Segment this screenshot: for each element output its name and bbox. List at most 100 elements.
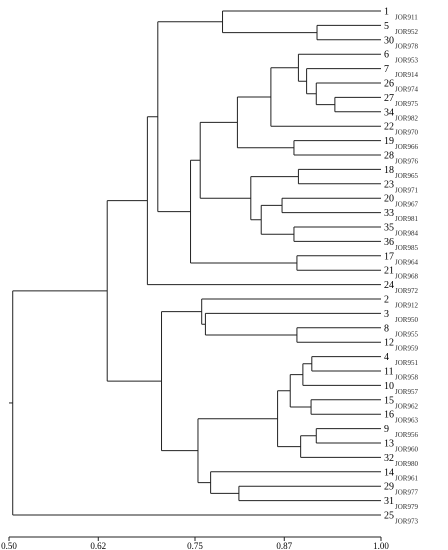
leaf-number: 19 xyxy=(384,136,394,147)
leaf-name: JOR970 xyxy=(395,129,418,137)
leaf-name: JOR964 xyxy=(395,258,418,266)
leaf-label: 20 JOR967 xyxy=(384,194,418,209)
leaf-label: 14 JOR961 xyxy=(384,467,418,482)
leaf-number: 3 xyxy=(384,309,389,320)
x-tick-label: 0.75 xyxy=(187,541,203,550)
leaf-label: 31 JOR979 xyxy=(384,496,418,511)
leaf-name: JOR951 xyxy=(395,359,418,367)
leaf-number: 12 xyxy=(384,338,394,349)
branch-c6_36 xyxy=(199,121,251,199)
leaf-name: JOR959 xyxy=(395,345,418,353)
leaf-number: 26 xyxy=(384,79,394,90)
branch-c26_27_34 xyxy=(315,82,381,106)
leaf-number: 33 xyxy=(384,208,394,219)
leaf-label: 34 JOR982 xyxy=(384,107,418,122)
branch-c4_31 xyxy=(197,418,278,484)
leaf-name: JOR953 xyxy=(395,57,418,65)
leaf-number: 9 xyxy=(384,424,389,435)
leaf-number: 14 xyxy=(384,467,394,478)
leaf-name: JOR977 xyxy=(395,489,418,497)
branch-c4_16 xyxy=(289,374,312,408)
leaf-label: 21 JOR968 xyxy=(384,266,418,281)
leaf-label: 8 JOR955 xyxy=(384,323,418,338)
leaf-name: JOR976 xyxy=(395,158,418,166)
leaf-number: 2 xyxy=(384,295,389,306)
x-tick-label: 0.87 xyxy=(276,541,292,550)
leaf-name: JOR968 xyxy=(395,273,418,281)
leaf-number: 31 xyxy=(384,496,394,507)
dendrogram-branches xyxy=(9,10,381,516)
leaf-name: JOR956 xyxy=(395,431,418,439)
leaf-number: 32 xyxy=(384,453,394,464)
branch-c15_16 xyxy=(310,399,381,415)
leaf-label: 30 JOR978 xyxy=(384,35,418,50)
branch-c1_31 xyxy=(106,200,162,382)
leaf-number: 22 xyxy=(384,122,394,133)
branch-c18_23 xyxy=(297,168,381,185)
branch-c4_32 xyxy=(277,390,301,448)
leaf-number: 16 xyxy=(384,410,394,421)
leaf-number: 23 xyxy=(384,179,394,190)
branch-c9_32 xyxy=(300,435,381,458)
x-axis: 0.50 0.62 0.75 0.87 1.00 xyxy=(1,536,389,550)
leaf-name: JOR950 xyxy=(395,316,418,324)
leaf-number: 27 xyxy=(384,93,394,104)
leaf-label: 4 JOR951 xyxy=(384,352,418,367)
x-tick-label: 0.62 xyxy=(90,541,106,550)
x-tick-label: 0.50 xyxy=(1,541,17,550)
leaf-number: 15 xyxy=(384,395,394,406)
leaf-name: JOR962 xyxy=(395,402,418,410)
leaf-number: 34 xyxy=(384,107,394,118)
branch-c19_28 xyxy=(293,140,381,156)
leaf-number: 17 xyxy=(384,251,394,262)
leaf-label: 7 JOR914 xyxy=(384,64,418,79)
leaf-label: 35 JOR984 xyxy=(384,223,418,238)
branch-c6_21 xyxy=(190,159,297,264)
branch-c20_33 xyxy=(281,197,381,214)
branch-c35_36 xyxy=(293,226,381,242)
branch-c6_7 xyxy=(297,53,381,82)
leaf-name: JOR966 xyxy=(395,143,418,151)
leaf-name: JOR952 xyxy=(395,28,418,36)
leaf-number: 36 xyxy=(384,237,394,248)
branch-c4_10 xyxy=(302,363,381,386)
branch-c14_31 xyxy=(210,471,381,494)
leaf-label: 17 JOR964 xyxy=(384,251,418,266)
branch-c1_24 xyxy=(146,116,381,286)
leaf-label: 24 JOR972 xyxy=(384,280,418,295)
leaf-label: 19 JOR966 xyxy=(384,136,418,151)
leaf-name: JOR967 xyxy=(395,201,418,209)
leaf-label: 15 JOR962 xyxy=(384,395,418,410)
leaf-label: 12 JOR959 xyxy=(384,338,418,353)
leaf-label: 27 JOR975 xyxy=(384,93,418,108)
leaf-label: 6 JOR953 xyxy=(384,50,418,65)
leaf-number: 10 xyxy=(384,381,394,392)
leaf-number: 4 xyxy=(384,352,389,363)
leaf-label: 11 JOR958 xyxy=(384,367,418,382)
leaf-name: JOR957 xyxy=(395,388,418,396)
leaf-name: JOR975 xyxy=(395,100,418,108)
leaf-label: 32 JOR980 xyxy=(384,453,418,468)
leaf-name: JOR965 xyxy=(395,172,418,180)
branch-c4_11 xyxy=(311,356,381,372)
leaf-name: JOR911 xyxy=(395,14,418,22)
leaf-number: 7 xyxy=(384,64,389,75)
branch-c3_12 xyxy=(204,312,381,336)
leaf-name: JOR972 xyxy=(395,287,418,295)
branch-c2_31 xyxy=(161,311,202,452)
leaf-label: 16 JOR963 xyxy=(384,410,418,425)
leaf-label: 1 JOR911 xyxy=(384,7,418,22)
leaf-label: 22 JOR970 xyxy=(384,122,418,137)
leaf-number: 25 xyxy=(384,511,394,522)
branch-c5_30 xyxy=(316,24,381,41)
leaf-number: 13 xyxy=(384,439,394,450)
branch-c29_31 xyxy=(238,485,381,502)
leaf-name: JOR914 xyxy=(395,71,418,79)
leaf-label: 26 JOR974 xyxy=(384,79,418,94)
leaf-number: 20 xyxy=(384,194,394,205)
x-tick-label: 1.00 xyxy=(373,541,389,550)
leaf-number: 6 xyxy=(384,50,389,61)
leaf-name: JOR982 xyxy=(395,114,418,122)
